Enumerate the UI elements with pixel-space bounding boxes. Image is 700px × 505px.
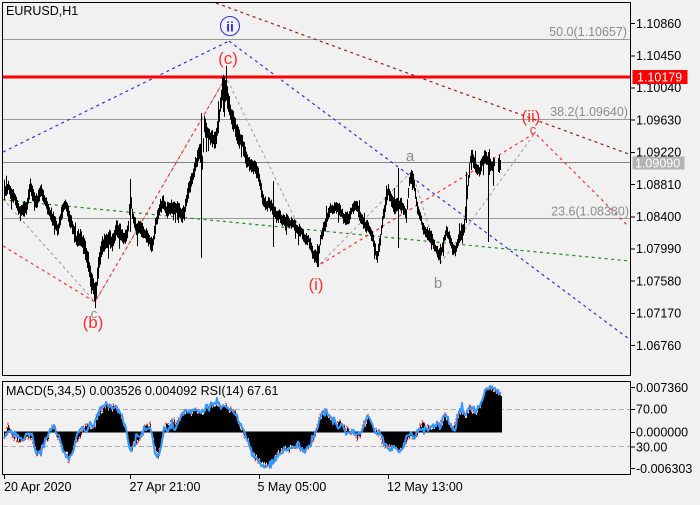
- svg-text:0.000000: 0.000000: [636, 426, 688, 440]
- svg-text:(b): (b): [83, 313, 104, 332]
- svg-text:38.2(1.09640): 38.2(1.09640): [550, 105, 628, 119]
- svg-text:0.007360: 0.007360: [636, 381, 688, 395]
- svg-text:12 May 13:00: 12 May 13:00: [387, 480, 463, 494]
- svg-text:MACD(5,34,5) 0.003526 0.004092: MACD(5,34,5) 0.003526 0.004092 RSI(14) 6…: [6, 384, 278, 398]
- svg-text:1.08400: 1.08400: [636, 210, 681, 224]
- svg-text:1.07170: 1.07170: [636, 307, 681, 321]
- svg-text:c: c: [530, 122, 537, 137]
- svg-text:ii: ii: [226, 19, 234, 35]
- svg-text:1.07990: 1.07990: [636, 242, 681, 256]
- svg-text:a: a: [406, 148, 415, 165]
- svg-text:c: c: [91, 306, 98, 321]
- svg-text:1.10860: 1.10860: [636, 17, 681, 31]
- svg-text:50.0(1.10657): 50.0(1.10657): [549, 25, 627, 39]
- svg-text:5 May 05:00: 5 May 05:00: [258, 480, 327, 494]
- svg-text:(i): (i): [308, 275, 323, 294]
- svg-text:1.10179: 1.10179: [637, 71, 682, 85]
- svg-text:1.08810: 1.08810: [636, 178, 681, 192]
- svg-text:30.00: 30.00: [636, 440, 667, 454]
- svg-text:(c): (c): [218, 49, 238, 68]
- svg-text:1.06760: 1.06760: [636, 339, 681, 353]
- svg-text:1.09090: 1.09090: [635, 157, 680, 171]
- svg-text:1.09220: 1.09220: [636, 146, 681, 160]
- svg-text:1.09630: 1.09630: [636, 113, 681, 127]
- svg-text:23.6(1.08380): 23.6(1.08380): [551, 205, 629, 219]
- svg-text:-0.006303: -0.006303: [636, 462, 692, 476]
- svg-text:b: b: [434, 275, 442, 292]
- svg-text:27 Apr 21:00: 27 Apr 21:00: [130, 480, 201, 494]
- svg-text:1.10450: 1.10450: [636, 49, 681, 63]
- svg-text:1.10040: 1.10040: [636, 81, 681, 95]
- svg-text:70.00: 70.00: [636, 403, 667, 417]
- svg-text:(ii): (ii): [522, 107, 541, 126]
- svg-text:1.07580: 1.07580: [636, 274, 681, 288]
- svg-text:EURUSD,H1: EURUSD,H1: [6, 4, 78, 18]
- svg-text:20 Apr 2020: 20 Apr 2020: [4, 480, 71, 494]
